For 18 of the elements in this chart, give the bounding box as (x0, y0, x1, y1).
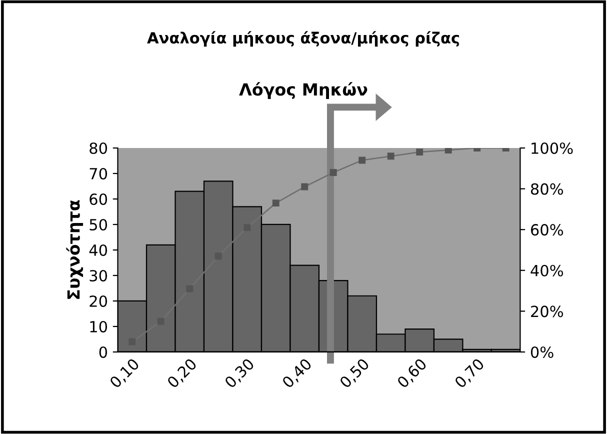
y-tick-label: 70 (90, 168, 108, 180)
y-tick-label: 50 (90, 218, 108, 231)
y2-tick-label: 0% (530, 346, 554, 358)
y-axis-title: Συχνότητα (66, 200, 84, 299)
y-tick-label: 80 (90, 142, 108, 154)
y2-tick-label: 100% (532, 142, 573, 154)
y2-tick-label: 40% (530, 264, 564, 276)
y2-tick-label: 60% (530, 224, 564, 236)
y-tick-label: 10 (90, 320, 108, 332)
y2-tick-label: 80% (530, 183, 564, 195)
y-tick-label: 0 (99, 346, 108, 358)
chart-title: Αναλογία μήκους άξονα/μήκος ρίζας (147, 31, 459, 47)
y-tick-label: 40 (89, 244, 108, 256)
chart-subtitle: Λόγος Μηκών (239, 82, 368, 99)
y-tick-label: 20 (90, 295, 108, 307)
y-tick-label: 30 (90, 270, 108, 282)
y-tick-label: 60 (90, 193, 108, 206)
y2-tick-label: 20% (531, 306, 564, 318)
